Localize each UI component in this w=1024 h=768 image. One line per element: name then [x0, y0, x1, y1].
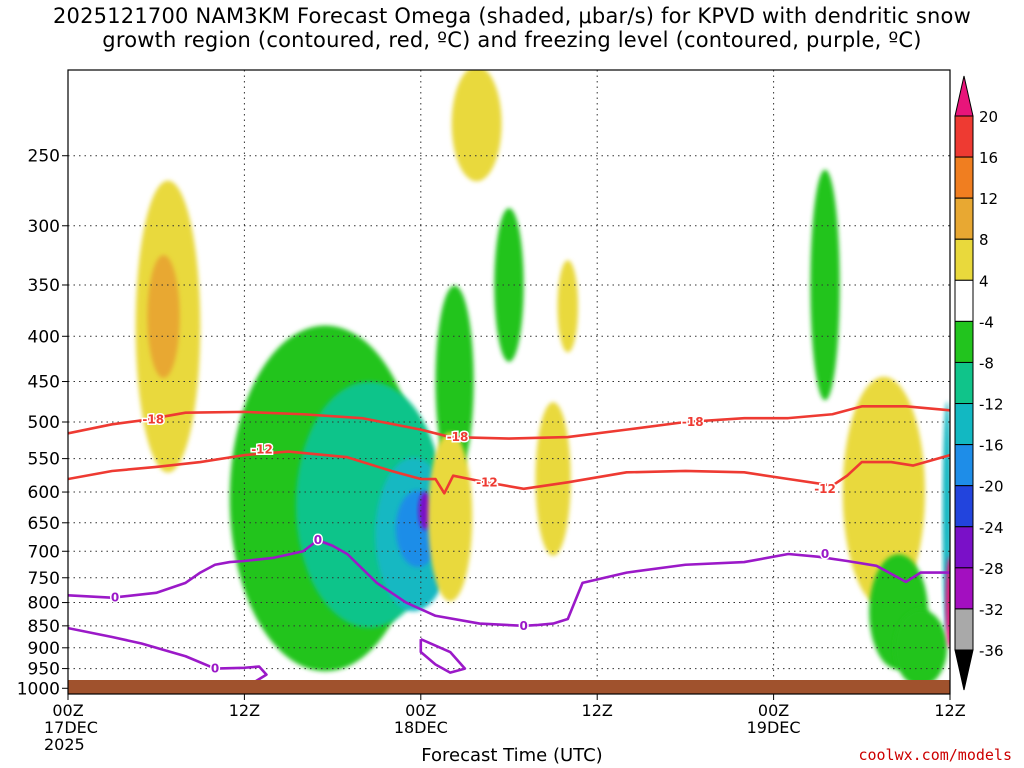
- omega-feature: [535, 402, 571, 556]
- colorbar: 20 16 12 8 4 -4 -8 -12 -16 -20 -24 -28 -32 -36: [954, 75, 1004, 691]
- contour-label: -12: [476, 475, 498, 489]
- x-tick-label: 17DEC: [44, 718, 98, 737]
- y-tick-label: 250: [28, 147, 60, 167]
- y-tick-label: 850: [28, 617, 60, 637]
- omega-feature: [842, 376, 926, 608]
- omega-feature: [451, 70, 502, 182]
- x-tick-label: 12Z: [934, 701, 965, 720]
- y-tick-label: 800: [28, 594, 60, 614]
- contour-label: 0: [211, 662, 219, 676]
- y-tick-label: 900: [28, 639, 60, 659]
- colorbar-label: -24: [979, 519, 1004, 537]
- colorbar-label: -12: [979, 396, 1004, 414]
- colorbar-arrow-bottom: [954, 649, 974, 691]
- x-tick-label: 00Z: [52, 701, 83, 720]
- chart-title: 2025121700 NAM3KM Forecast Omega (shaded…: [53, 4, 971, 52]
- omega-feature: [557, 260, 579, 353]
- y-tick-label: 650: [28, 514, 60, 534]
- credit-text: coolwx.com/models: [858, 746, 1012, 764]
- y-tick-label: 600: [28, 483, 60, 503]
- contour-line: [419, 637, 467, 674]
- y-axis: 2503003504004505005506006507007508008509…: [17, 147, 68, 699]
- colorbar-bin: [954, 238, 974, 281]
- contour-line: [68, 450, 950, 495]
- contour-label: -12: [251, 442, 273, 456]
- x-axis-title: Forecast Time (UTC): [421, 745, 603, 766]
- colorbar-label: 12: [979, 190, 998, 208]
- contour-line: [68, 538, 950, 628]
- contour-label: -18: [142, 413, 164, 427]
- y-tick-label: 400: [28, 327, 60, 347]
- x-tick-label: 12Z: [582, 701, 613, 720]
- colorbar-bin: [954, 526, 974, 569]
- colorbar-label: -16: [979, 437, 1004, 455]
- x-tick-label: 2025: [44, 735, 85, 754]
- colorbar-label: -32: [979, 601, 1004, 619]
- y-tick-label: 950: [28, 660, 60, 680]
- contour-label: -18: [682, 415, 704, 429]
- colorbar-label: 20: [979, 108, 998, 126]
- contour-line: [68, 626, 268, 690]
- contour-label: -12: [814, 482, 836, 496]
- contour-lines: -18 -18 -18 -12 -12 -12 0 0 0 0 0: [68, 405, 950, 690]
- colorbar-bin: [954, 403, 974, 446]
- x-tick-label: 18DEC: [394, 718, 448, 737]
- y-tick-label: 350: [28, 276, 60, 296]
- colorbar-bin: [954, 156, 974, 199]
- contour-label: 0: [314, 533, 322, 547]
- colorbar-label: -28: [979, 560, 1004, 578]
- contour-label: -18: [447, 430, 469, 444]
- y-tick-label: 700: [28, 542, 60, 562]
- y-tick-label: 1000: [17, 679, 60, 699]
- y-tick-label: 500: [28, 413, 60, 433]
- colorbar-bin: [954, 197, 974, 240]
- colorbar-bin: [954, 444, 974, 487]
- colorbar-label: -20: [979, 478, 1004, 496]
- surface-terrain: [68, 680, 950, 694]
- contour-label: 0: [111, 591, 119, 605]
- omega-feature: [810, 169, 840, 401]
- contour-label: 0: [821, 547, 829, 561]
- colorbar-label: -4: [979, 313, 994, 331]
- colorbar-label: 4: [979, 272, 989, 290]
- x-tick-label: 19DEC: [747, 718, 801, 737]
- colorbar-bin: [954, 361, 974, 405]
- colorbar-bin: [954, 608, 974, 651]
- colorbar-bin: [954, 115, 974, 158]
- x-tick-label: 00Z: [758, 701, 789, 720]
- omega-feature: [428, 432, 473, 602]
- omega-feature: [147, 255, 180, 379]
- contour-line: [68, 405, 950, 440]
- colorbar-label: -8: [979, 354, 994, 372]
- contour-label: 0: [520, 619, 528, 633]
- y-tick-label: 450: [28, 373, 60, 393]
- y-tick-label: 300: [28, 217, 60, 237]
- colorbar-label: -36: [979, 642, 1004, 660]
- colorbar-bin: [954, 485, 974, 528]
- colorbar-label: 8: [979, 231, 989, 249]
- omega-feature: [435, 285, 474, 478]
- colorbar-label: 16: [979, 149, 998, 167]
- colorbar-bin: [954, 320, 974, 363]
- y-tick-label: 550: [28, 450, 60, 470]
- omega-shading: [135, 70, 950, 687]
- colorbar-bin: [954, 279, 974, 322]
- colorbar-bin: [954, 567, 974, 610]
- colorbar-arrow-top: [954, 75, 974, 117]
- x-tick-label: 12Z: [229, 701, 260, 720]
- y-tick-label: 750: [28, 569, 60, 589]
- x-tick-label: 00Z: [405, 701, 436, 720]
